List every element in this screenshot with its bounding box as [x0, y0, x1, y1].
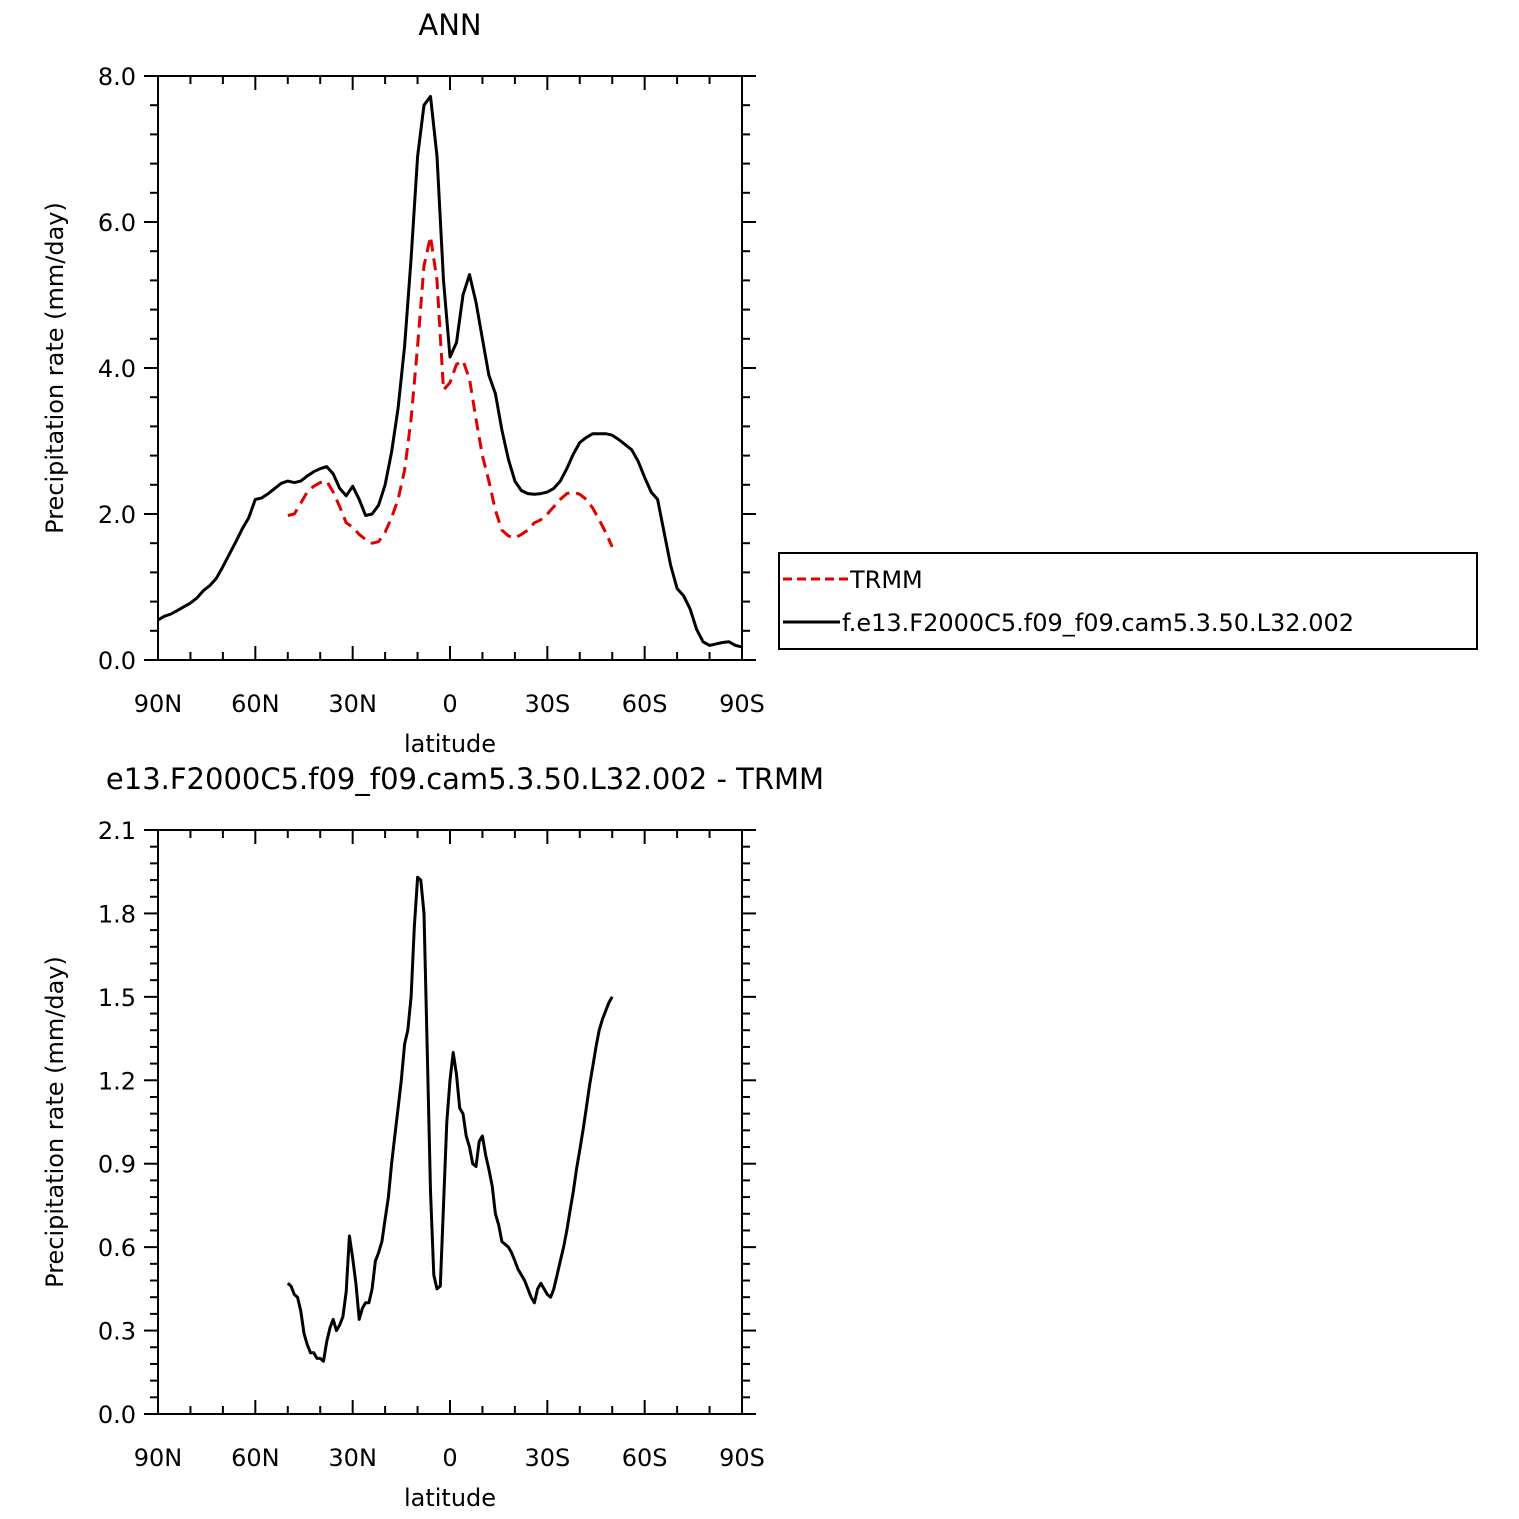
x-tick-label: 60N — [231, 1444, 280, 1472]
x-tick-label: 90N — [134, 690, 183, 718]
series-line-0 — [287, 235, 614, 548]
plot-frame — [157, 829, 743, 1415]
y-tick-label: 6.0 — [98, 209, 136, 237]
legend-box — [778, 552, 1478, 650]
y-tick-label: 2.0 — [98, 501, 136, 529]
y-axis-label: Precipitation rate (mm/day) — [41, 202, 69, 534]
y-tick-label: 0.9 — [98, 1151, 136, 1179]
x-tick-label: 60N — [231, 690, 280, 718]
x-tick-label: 60S — [622, 690, 668, 718]
y-tick-label: 0.0 — [98, 647, 136, 675]
panel-bottom: e13.F2000C5.f09_f09.cam5.3.50.L32.002 - … — [41, 762, 824, 1512]
y-axis-label: Precipitation rate (mm/day) — [41, 956, 69, 1288]
y-tick-label: 2.1 — [98, 817, 136, 845]
plot-frame — [157, 75, 743, 661]
y-tick-label: 0.0 — [98, 1401, 136, 1429]
x-tick-label: 30N — [328, 690, 377, 718]
y-tick-label: 1.2 — [98, 1067, 136, 1095]
legend-label-trmm: TRMM — [849, 566, 923, 594]
chart-title: ANN — [418, 8, 481, 42]
plot-area: 90N 60N 30N 0 30S 60S 90S 0.0 2.0 4.0 6.0 8.0 — [98, 63, 765, 718]
legend-label-model: f.e13.F2000C5.f09_f09.cam5.3.50.L32.002 — [842, 609, 1354, 637]
y-tick-label: 8.0 — [98, 63, 136, 91]
x-tick-label: 90S — [719, 1444, 765, 1472]
legend: TRMM f.e13.F2000C5.f09_f09.cam5.3.50.L32… — [778, 552, 1478, 650]
x-tick-label: 30S — [524, 690, 570, 718]
y-tick-label: 1.5 — [98, 984, 136, 1012]
x-tick-label: 30S — [524, 1444, 570, 1472]
plot-area: 90N 60N 30N 0 30S 60S 90S 0.0 0.3 0.6 0.9 1.2 1.5 1.8… — [98, 817, 765, 1472]
x-tick-label: 90S — [719, 690, 765, 718]
x-axis-label: latitude — [404, 1484, 496, 1512]
series-line-0 — [286, 875, 614, 1363]
series-line-1 — [157, 94, 743, 649]
x-tick-label: 0 — [442, 1444, 457, 1472]
panel-top: ANN 90N 60N 30N 0 30S 60S 90S 0.0 2.0 4.0 6.0 8.0 l… — [41, 8, 1478, 758]
y-tick-label: 0.3 — [98, 1318, 136, 1346]
chart-title: e13.F2000C5.f09_f09.cam5.3.50.L32.002 - … — [106, 762, 824, 796]
x-tick-label: 90N — [134, 1444, 183, 1472]
y-tick-label: 1.8 — [98, 900, 136, 928]
x-tick-label: 0 — [442, 690, 457, 718]
y-tick-label: 4.0 — [98, 355, 136, 383]
y-tick-label: 0.6 — [98, 1234, 136, 1262]
x-tick-label: 30N — [328, 1444, 377, 1472]
x-axis-label: latitude — [404, 730, 496, 758]
x-tick-label: 60S — [622, 1444, 668, 1472]
